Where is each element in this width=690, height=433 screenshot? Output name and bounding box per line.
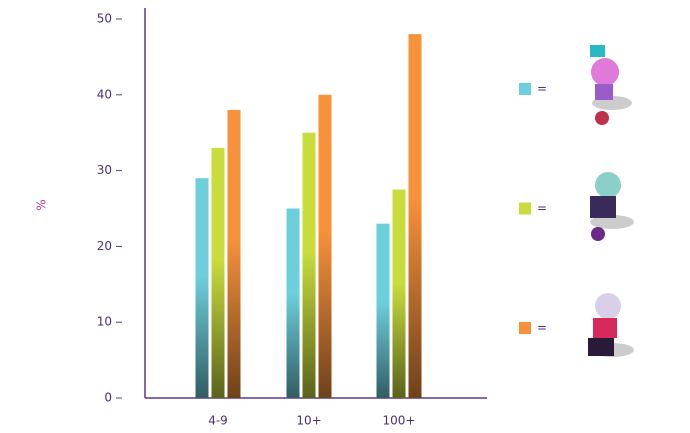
legend-character [588, 293, 634, 357]
y-tick-label: 50 [97, 12, 112, 26]
legend-swatch [519, 202, 531, 215]
legend-separator: = [537, 201, 547, 215]
bar [227, 109, 241, 399]
x-tick-label: 10+ [296, 414, 321, 428]
bar [286, 208, 300, 398]
bar [195, 178, 209, 398]
bar [211, 147, 225, 398]
y-tick-label: 20 [97, 239, 112, 253]
legend-swatch [519, 322, 531, 334]
bar [392, 189, 406, 398]
y-tick-label: 40 [97, 87, 112, 101]
y-tick-label: 10 [97, 315, 112, 329]
bar [318, 94, 332, 399]
legend-swatch [519, 83, 531, 95]
bar [302, 132, 316, 398]
y-axis-label: % [35, 199, 49, 210]
x-tick-label: 4-9 [208, 414, 228, 428]
x-tick-label: 100+ [383, 414, 416, 428]
y-tick-label: 0 [104, 391, 112, 405]
legend-separator: = [537, 82, 547, 96]
legend-character [590, 45, 632, 125]
y-tick-label: 30 [97, 163, 112, 177]
bar [408, 34, 422, 398]
legend-character [590, 172, 634, 241]
legend-separator: = [537, 321, 547, 335]
bar [376, 223, 390, 398]
